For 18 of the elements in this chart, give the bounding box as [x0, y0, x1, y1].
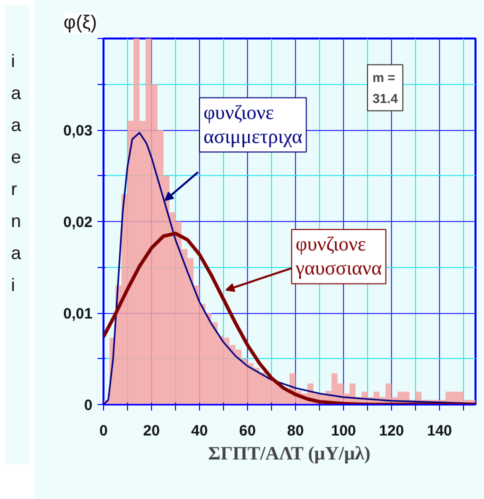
x-tick-label: 100: [330, 422, 356, 440]
y-tick-label: 0,01: [63, 306, 93, 322]
text: φυνζιονε γαυσσιανα: [294, 234, 382, 280]
y-tick-label: 0,03: [63, 122, 93, 140]
x-tick-label: 60: [239, 422, 256, 440]
text: i a a e r n a i: [11, 50, 22, 297]
y-tick-label: 0: [84, 397, 92, 414]
x-tick-label: 40: [191, 422, 208, 440]
annotation: m = 31.4: [372, 70, 399, 106]
y-tick-label: 0,02: [63, 214, 93, 231]
x-tick-label: 120: [378, 422, 404, 440]
text: φυνζιονε ασιμμετριχα: [204, 102, 303, 148]
y-axis-title: φ(ξ): [64, 12, 97, 34]
x-tick-label: 20: [143, 422, 160, 440]
x-tick-label: 140: [426, 422, 452, 440]
x-tick-label: 80: [287, 422, 304, 440]
x-tick-label: 0: [99, 422, 108, 440]
x-axis-title: ΣΓΠΤ/ΑΛΤ (μΥ/μλ): [208, 444, 371, 464]
